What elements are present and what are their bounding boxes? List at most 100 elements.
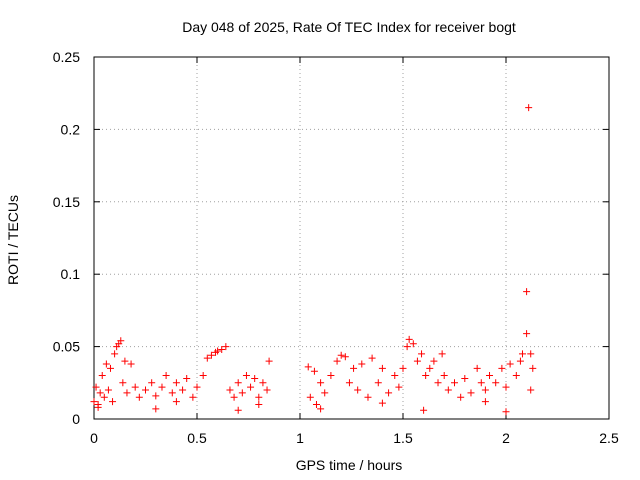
data-point [350,364,358,372]
data-point [481,398,489,406]
data-point [385,389,393,397]
data-point [374,379,382,387]
data-point [341,353,349,361]
data-point [461,374,469,382]
data-point [391,372,399,380]
data-point [255,401,263,409]
x-axis-title: GPS time / hours [296,457,403,473]
data-point [413,357,421,365]
data-point [251,374,259,382]
data-point [259,379,267,387]
chart-title: Day 048 of 2025, Rate Of TEC Index for r… [182,19,516,35]
data-point [502,408,510,416]
data-point [333,357,341,365]
data-point [265,357,273,365]
x-tick-label: 2 [502,430,510,446]
data-point [444,386,452,394]
data-point [121,357,129,365]
data-point [123,389,131,397]
data-point [152,405,160,413]
data-point [506,360,514,368]
data-point [467,389,475,397]
data-point [430,357,438,365]
data-point [440,372,448,380]
data-point [127,360,135,368]
data-point [321,389,329,397]
data-point [317,379,325,387]
data-point [405,335,413,343]
data-point [238,389,246,397]
x-tick-label: 0.5 [187,430,207,446]
data-point [529,364,537,372]
data-point [527,350,535,358]
data-point [179,386,187,394]
data-point [109,398,117,406]
data-point [135,393,143,401]
data-point [518,350,526,358]
data-point [502,383,510,391]
data-point [142,386,149,394]
y-tick-label: 0 [72,411,80,427]
data-point [527,386,535,394]
y-tick-label: 0.05 [53,339,80,355]
data-point [525,104,533,112]
data-point [420,406,428,414]
data-point [403,343,411,351]
x-tick-label: 1 [296,430,304,446]
data-point [473,364,481,372]
data-point [451,379,458,387]
data-point [106,364,114,372]
data-point [207,351,215,359]
data-point [193,383,201,391]
plot-frame [93,56,610,420]
data-points [90,104,537,416]
data-point [310,367,318,375]
data-point [218,345,226,353]
data-point [364,393,372,401]
data-point [418,350,426,358]
data-point [304,363,312,371]
data-point [523,288,531,296]
data-point [242,372,250,380]
data-point [104,386,112,394]
data-point [327,372,335,380]
data-point [523,330,531,338]
data-point [152,392,160,400]
data-point [255,393,263,401]
data-point [199,372,207,380]
grid-lines [94,57,609,419]
data-point [172,398,180,406]
data-point [90,398,98,406]
y-tick-label: 0.1 [61,266,81,282]
data-point [426,364,434,372]
data-point [203,354,211,362]
data-point [481,386,489,394]
data-point [306,393,314,401]
y-axis-title: ROTI / TECUs [5,195,21,285]
data-point [168,389,176,397]
data-point [94,403,102,411]
x-tick-label: 1.5 [393,430,413,446]
data-point [158,383,166,391]
data-point [317,405,325,413]
data-point [312,401,320,409]
data-point [214,347,222,355]
data-point [102,360,110,368]
data-point [512,372,520,380]
data-point [516,357,524,365]
data-point [189,393,197,401]
data-point [378,364,386,372]
y-tick-label: 0.15 [53,194,80,210]
data-point [117,337,125,345]
y-tick-label: 0.25 [53,49,80,65]
data-point [438,350,446,358]
data-point [337,351,345,359]
data-point [222,343,230,351]
x-tick-label: 2.5 [599,430,619,446]
data-point [457,393,465,401]
data-point [498,364,506,372]
data-point [492,379,500,387]
data-point [345,379,353,387]
data-point [378,399,386,407]
